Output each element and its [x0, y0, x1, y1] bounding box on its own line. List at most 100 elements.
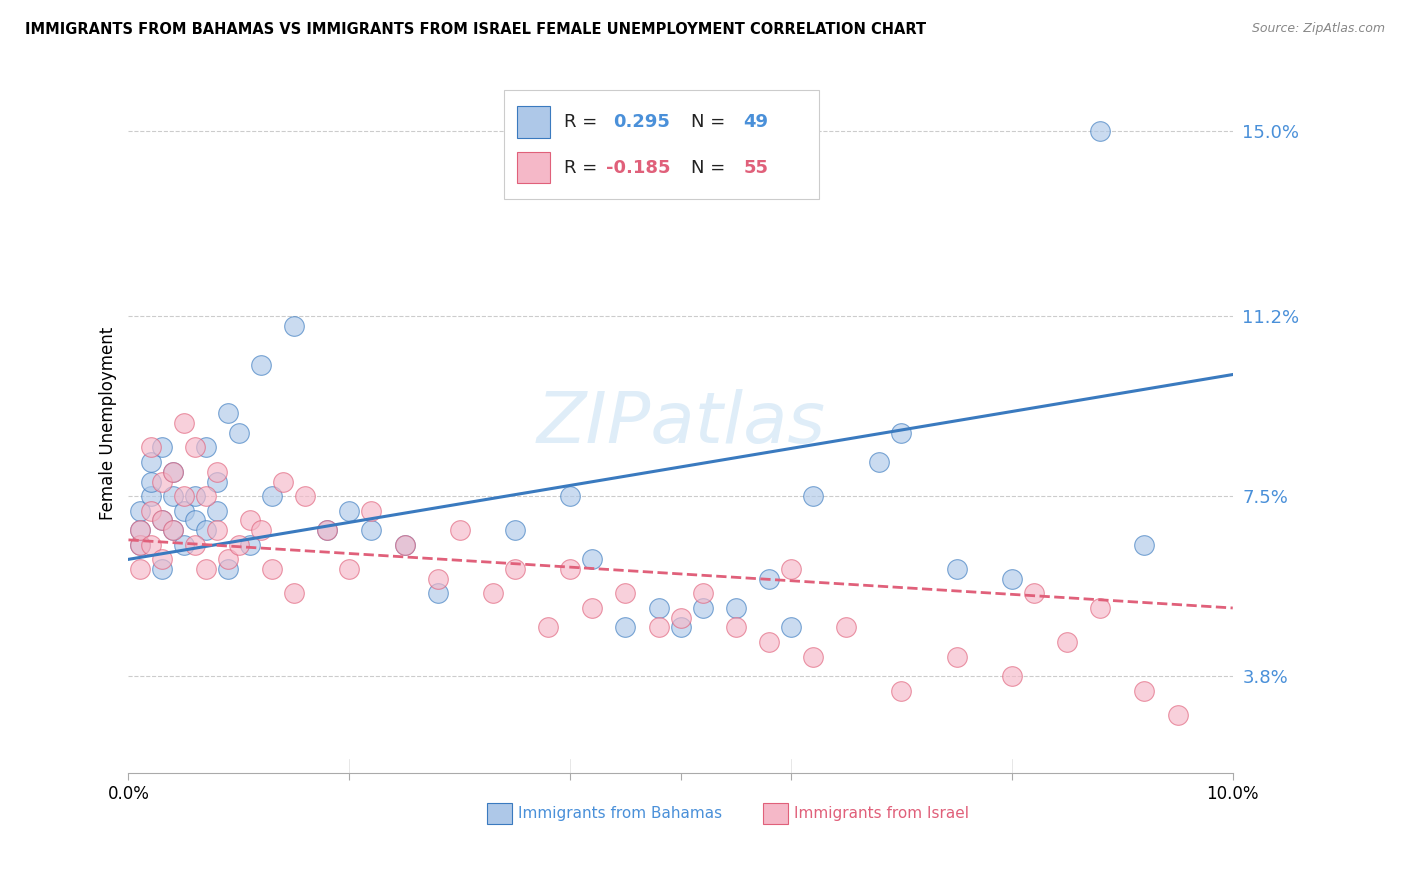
Point — [426, 572, 449, 586]
Point — [560, 562, 582, 576]
Point — [316, 523, 339, 537]
Point — [173, 504, 195, 518]
Point — [128, 562, 150, 576]
Point — [150, 513, 173, 527]
Point — [669, 610, 692, 624]
Point — [1001, 572, 1024, 586]
Point — [128, 538, 150, 552]
Point — [614, 620, 637, 634]
Point — [139, 489, 162, 503]
Point — [239, 513, 262, 527]
Point — [647, 620, 669, 634]
Point — [360, 504, 382, 518]
Point — [426, 586, 449, 600]
Point — [194, 489, 217, 503]
Text: Source: ZipAtlas.com: Source: ZipAtlas.com — [1251, 22, 1385, 36]
Point — [692, 601, 714, 615]
Point — [1133, 683, 1156, 698]
Point — [162, 465, 184, 479]
Text: 55: 55 — [744, 159, 769, 177]
Point — [162, 489, 184, 503]
Point — [205, 523, 228, 537]
Point — [482, 586, 505, 600]
FancyBboxPatch shape — [503, 90, 818, 199]
Text: 0.295: 0.295 — [613, 113, 671, 131]
Point — [239, 538, 262, 552]
Point — [780, 620, 803, 634]
Point — [139, 441, 162, 455]
Text: N =: N = — [690, 113, 731, 131]
Point — [1001, 669, 1024, 683]
Point — [780, 562, 803, 576]
Point — [162, 465, 184, 479]
Point — [162, 523, 184, 537]
Point — [758, 635, 780, 649]
Point — [503, 523, 526, 537]
Point — [139, 504, 162, 518]
Point — [150, 562, 173, 576]
Point — [614, 586, 637, 600]
Point — [801, 649, 824, 664]
Point — [150, 513, 173, 527]
Point — [890, 425, 912, 440]
Point — [294, 489, 316, 503]
Point — [337, 562, 360, 576]
Point — [316, 523, 339, 537]
Point — [205, 475, 228, 489]
Point — [945, 562, 967, 576]
Point — [183, 513, 205, 527]
Point — [173, 489, 195, 503]
Point — [271, 475, 294, 489]
Point — [537, 620, 560, 634]
Point — [283, 318, 305, 333]
Point — [1167, 708, 1189, 723]
Text: Immigrants from Israel: Immigrants from Israel — [794, 806, 969, 822]
Point — [217, 562, 239, 576]
Point — [260, 489, 283, 503]
Point — [139, 475, 162, 489]
Point — [150, 475, 173, 489]
Point — [503, 562, 526, 576]
Text: R =: R = — [564, 159, 603, 177]
Point — [868, 455, 890, 469]
Point — [228, 425, 250, 440]
Point — [337, 504, 360, 518]
Point — [835, 620, 858, 634]
Point — [581, 601, 603, 615]
Text: Immigrants from Bahamas: Immigrants from Bahamas — [519, 806, 723, 822]
Y-axis label: Female Unemployment: Female Unemployment — [100, 326, 117, 520]
FancyBboxPatch shape — [517, 152, 550, 183]
Point — [1090, 601, 1112, 615]
Point — [194, 523, 217, 537]
Point — [669, 620, 692, 634]
Point — [449, 523, 471, 537]
Point — [283, 586, 305, 600]
Point — [801, 489, 824, 503]
Point — [1133, 538, 1156, 552]
Point — [260, 562, 283, 576]
Point — [139, 538, 162, 552]
Point — [360, 523, 382, 537]
Point — [173, 416, 195, 430]
Point — [228, 538, 250, 552]
Point — [139, 455, 162, 469]
Point — [183, 489, 205, 503]
Text: -0.185: -0.185 — [606, 159, 671, 177]
Text: 49: 49 — [744, 113, 769, 131]
Point — [1056, 635, 1078, 649]
FancyBboxPatch shape — [517, 106, 550, 137]
Point — [205, 465, 228, 479]
Point — [560, 489, 582, 503]
FancyBboxPatch shape — [488, 804, 512, 824]
Point — [1090, 124, 1112, 138]
Point — [150, 552, 173, 566]
Point — [890, 683, 912, 698]
Point — [724, 601, 747, 615]
Text: ZIPatlas: ZIPatlas — [536, 389, 825, 458]
Point — [394, 538, 416, 552]
Point — [162, 523, 184, 537]
Point — [183, 441, 205, 455]
Point — [394, 538, 416, 552]
Point — [945, 649, 967, 664]
Point — [692, 586, 714, 600]
